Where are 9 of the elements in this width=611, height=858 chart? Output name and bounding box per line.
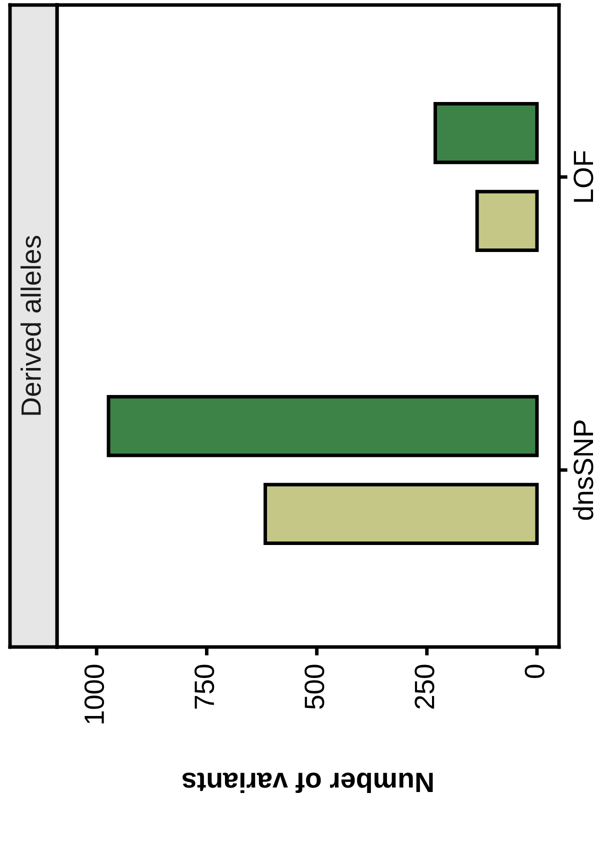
- x-axis-title: Number of variants: [182, 772, 433, 794]
- y-tick-label: dnsSNP: [572, 420, 594, 520]
- text: Derived alleles: [20, 236, 41, 415]
- x-tick-label: 250: [414, 664, 434, 709]
- x-tick-label: 1000: [84, 664, 104, 724]
- y-tick-label: LOF: [574, 151, 594, 202]
- x-tick-label: 750: [194, 664, 214, 709]
- x-tick-label: 0: [524, 664, 544, 678]
- x-tick-label: 500: [304, 664, 324, 709]
